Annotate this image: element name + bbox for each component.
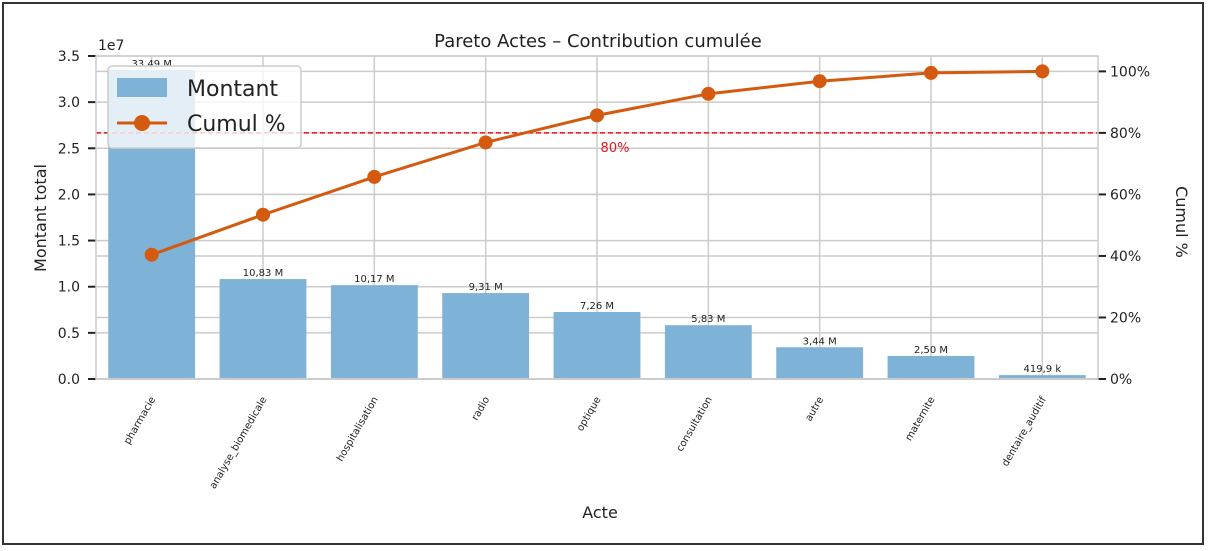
x-tick-label: optique — [575, 395, 604, 433]
y2-tick-label: 20% — [1110, 310, 1141, 326]
cumulative-point — [812, 74, 827, 89]
bar — [776, 347, 864, 379]
bar — [887, 355, 975, 379]
y2-tick-label: 60% — [1110, 187, 1141, 203]
cumulative-point — [367, 169, 382, 184]
bar — [219, 279, 307, 379]
y-tick-label: 2.5 — [58, 141, 80, 157]
y2-tick-label: 100% — [1110, 64, 1150, 80]
y-tick-label: 2.0 — [58, 187, 80, 203]
legend-marker-cumul — [134, 115, 150, 131]
y2-axis-label: Cumul % — [1172, 186, 1191, 258]
x-axis-label: Acte — [582, 503, 618, 522]
bar — [998, 375, 1086, 379]
bar-value-label: 9,31 M — [469, 282, 503, 293]
bar-value-label: 10,17 M — [354, 274, 394, 285]
x-tick-label: pharmacie — [122, 395, 158, 446]
y2-tick-label: 80% — [1110, 126, 1141, 142]
y-axis-label: Montant total — [31, 164, 50, 272]
y-offset-label: 1e7 — [98, 38, 124, 54]
cumulative-point — [1035, 64, 1050, 79]
bar-value-label: 10,83 M — [243, 268, 283, 279]
reference-line-group: 80% — [96, 132, 1098, 156]
cumulative-point — [924, 65, 938, 80]
x-tick-label: radio — [470, 395, 492, 423]
y-tick-label: 0.0 — [58, 372, 80, 388]
cumulative-point — [478, 135, 493, 150]
cumulative-point — [590, 108, 604, 123]
chart-title: Pareto Actes – Contribution cumulée — [434, 31, 762, 52]
y-tick-label: 1.5 — [58, 234, 80, 250]
legend-swatch-montant — [117, 78, 167, 97]
cumulative-point — [256, 207, 270, 222]
x-tick-label: dentaire_auditif — [1000, 395, 1049, 469]
bar-value-label: 5,83 M — [691, 314, 725, 325]
legend: Montant Cumul % — [107, 65, 302, 149]
bar — [553, 312, 641, 379]
y-tick-label: 3.0 — [58, 95, 80, 111]
bar-value-label: 2,50 M — [914, 345, 948, 356]
x-tick-label: maternite — [904, 395, 938, 443]
x-tick-label: analyse_biomedicale — [208, 395, 270, 491]
bar-labels: 33,49 M 10,83 M 10,17 M 9,31 M 7,26 M 5,83 M 3… — [131, 59, 1061, 375]
cumulative-line-group — [144, 64, 1050, 262]
bar-value-label: 419,9 k — [1024, 364, 1062, 375]
y2-tick-label: 0% — [1110, 372, 1132, 388]
y-tick-label: 1.0 — [58, 280, 80, 296]
bar-value-label: 3,44 M — [803, 336, 837, 347]
bar-value-label: 7,26 M — [580, 301, 614, 312]
figure-frame: Pareto Actes – Contribution cumulée 1e7 … — [2, 2, 1204, 545]
x-tick-label: autre — [804, 395, 827, 423]
y-tick-label: 0.5 — [58, 326, 80, 342]
x-tick-label: hospitalisation — [335, 395, 381, 464]
bar — [664, 325, 752, 379]
x-tick-label: consultation — [675, 395, 715, 454]
bar-value-label: 33,49 M — [131, 59, 171, 70]
y-tick-label: 3.5 — [58, 49, 80, 65]
pareto-chart: Pareto Actes – Contribution cumulée 1e7 … — [31, 31, 1191, 522]
bar — [330, 285, 418, 379]
y2-tick-label: 40% — [1110, 249, 1141, 265]
cumulative-point — [701, 86, 716, 101]
cumulative-point — [144, 247, 159, 262]
bar — [442, 293, 530, 379]
legend-label-montant: Montant — [187, 77, 278, 102]
legend-label-cumul: Cumul % — [187, 112, 286, 137]
reference-line-label: 80% — [601, 141, 630, 156]
